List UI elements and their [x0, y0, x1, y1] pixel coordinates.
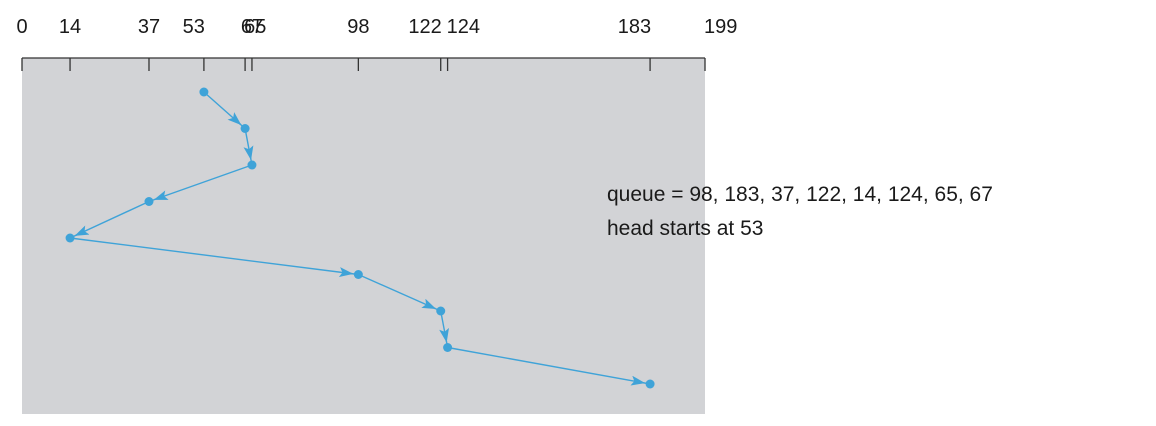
queue-text: queue = 98, 183, 37, 122, 14, 124, 65, 6… [607, 183, 993, 206]
axis-tick-label: 65 [244, 16, 266, 38]
head-position-point [65, 233, 75, 243]
head-position-point [144, 197, 154, 206]
axis-tick-label: 67 [241, 16, 263, 38]
axis-tick-label: 124 [447, 16, 480, 38]
path-segment [69, 237, 359, 276]
queue-caption: queue = 98, 183, 37, 122, 14, 124, 65, 6… [607, 178, 1127, 246]
head-movement-path [69, 91, 651, 386]
head-position-point [443, 343, 453, 352]
head-position-point [353, 270, 363, 279]
plot-background [22, 58, 705, 414]
axis-tick-label: 14 [59, 16, 81, 38]
axis-tick-label: 199 [704, 16, 737, 38]
axis-tick-label: 53 [183, 16, 205, 38]
head-position-point [247, 160, 257, 170]
path-arrowhead [421, 298, 437, 310]
path-arrowhead [74, 225, 90, 237]
axis-tick-label: 98 [347, 16, 369, 38]
path-arrowhead [227, 112, 242, 126]
axis-tick-label: 183 [618, 16, 651, 38]
path-arrowhead [153, 190, 169, 201]
head-position-point [240, 124, 250, 133]
head-position-point [645, 379, 655, 389]
axis-tick-label: 0 [16, 16, 27, 38]
path-segment [447, 346, 651, 385]
head-position-point [436, 306, 446, 316]
head-start-text: head starts at 53 [607, 217, 764, 240]
head-position-point [199, 87, 209, 97]
axis-tick-label: 122 [408, 16, 441, 38]
axis-ticks [21, 58, 706, 71]
axis-tick-label: 37 [138, 16, 160, 38]
head-positions [65, 87, 655, 389]
